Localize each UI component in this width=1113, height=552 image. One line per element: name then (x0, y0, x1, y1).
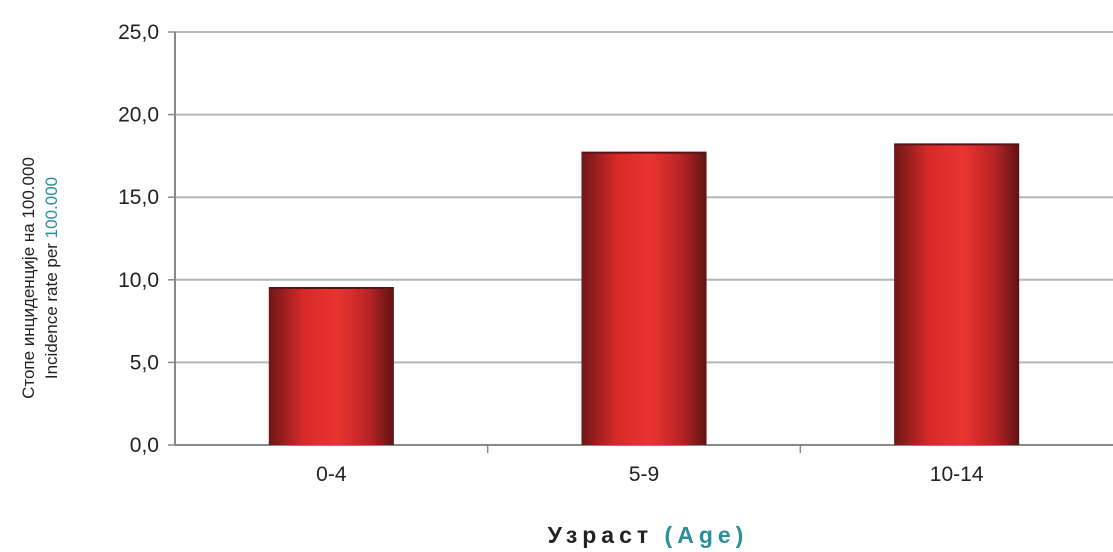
x-axis-label-secondary: (Age) (665, 522, 749, 548)
y-tick-label: 15,0 (118, 186, 159, 209)
y-tick-label: 0,0 (130, 434, 159, 457)
x-tick-label: 0-4 (316, 463, 347, 486)
x-axis-label-primary: Узраст (548, 522, 654, 548)
y-tick-label: 25,0 (118, 21, 159, 44)
bar-0-4 (268, 288, 394, 445)
y-tick-label: 10,0 (118, 269, 159, 292)
y-axis-label-secondary: Incidence rate per 100.000 (42, 177, 61, 379)
y-tick-label: 20,0 (118, 104, 159, 127)
y-tick-label: 5,0 (130, 351, 159, 374)
x-axis-label: Узраст (Age) (548, 522, 749, 548)
bar-10-14 (894, 144, 1020, 445)
bars (268, 143, 1020, 445)
y-axis-label-secondary-text: Incidence rate per (42, 238, 61, 379)
x-tick-label: 5-9 (629, 463, 659, 486)
y-axis-label-primary: Стопе инциденције на 100.000 (19, 157, 38, 399)
x-tick-labels: 0-4 5-9 10-14 (316, 463, 984, 486)
x-tick-label: 10-14 (930, 463, 984, 486)
bar-5-9 (581, 152, 707, 445)
y-tick-labels: 0,0 5,0 10,0 15,0 20,0 25,0 (118, 21, 159, 457)
y-axis-label-secondary-number: 100.000 (42, 177, 61, 238)
